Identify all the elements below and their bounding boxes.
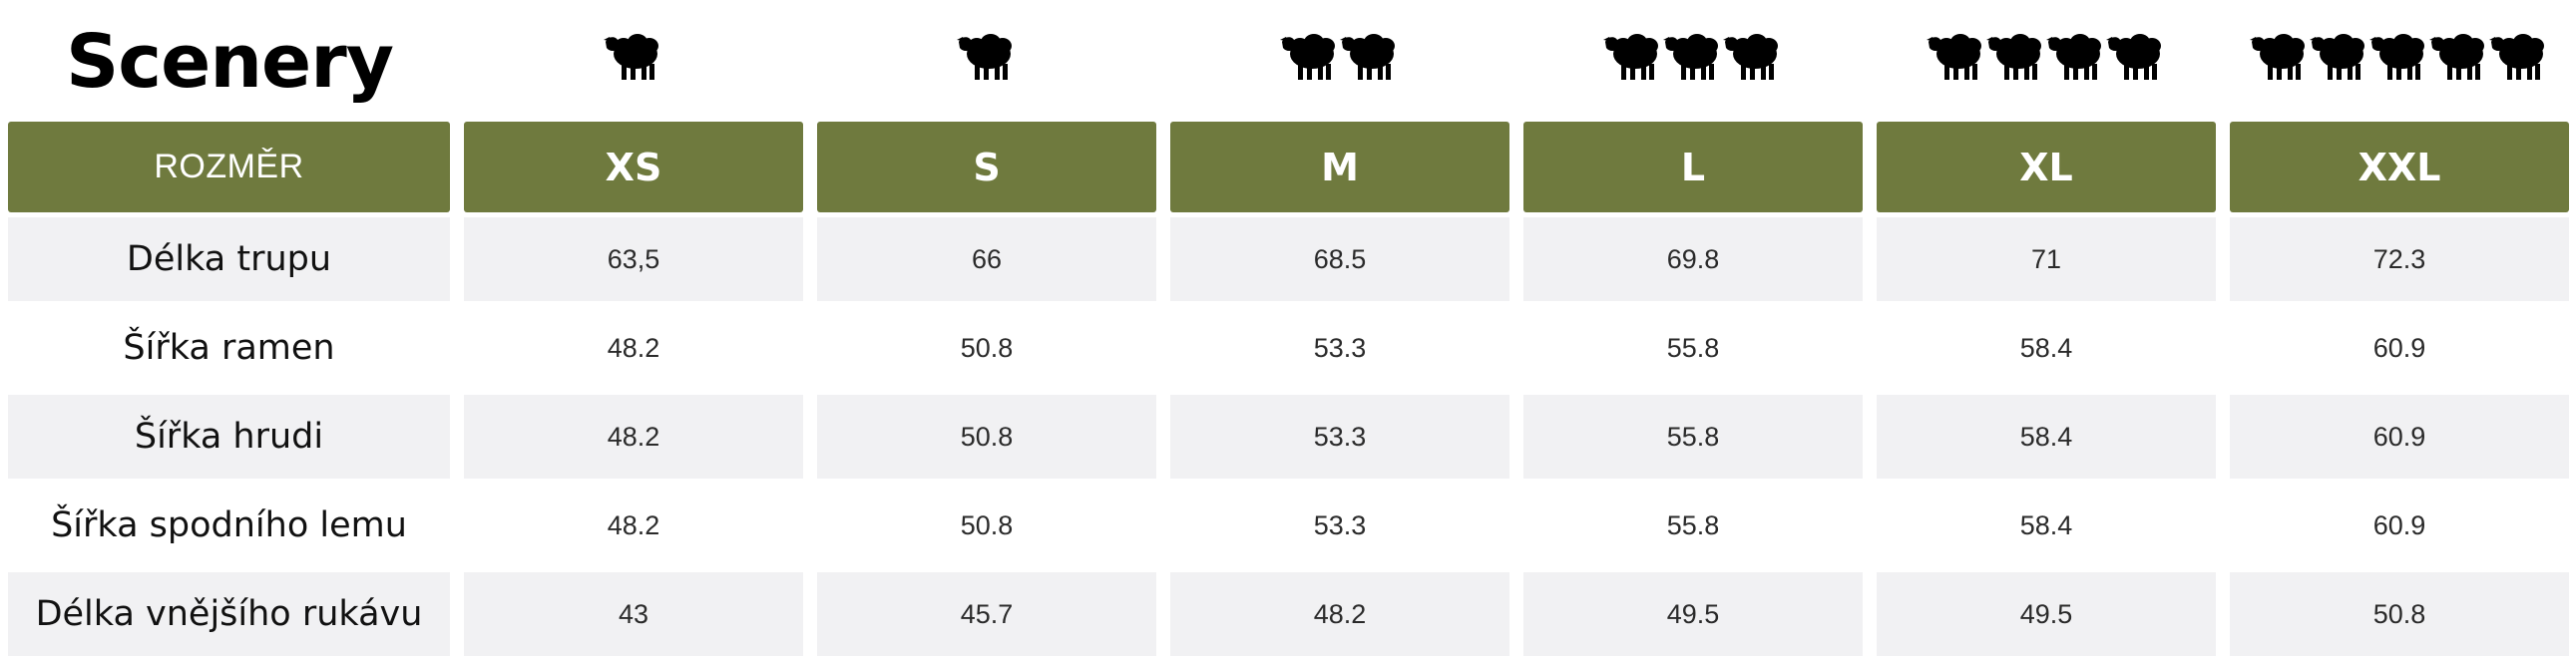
brand-logo: Scenery — [66, 19, 394, 105]
sheep-icon — [2489, 34, 2544, 80]
sheep-icon — [604, 34, 658, 80]
table-cell: 49.5 — [1877, 572, 2216, 656]
table-cell: 48.2 — [607, 509, 660, 540]
table-cell: 58.4 — [2019, 332, 2073, 363]
sheep-icon-group — [464, 20, 803, 92]
table-cell: 43 — [464, 572, 803, 656]
sheep-icon — [1340, 34, 1395, 80]
header-label: ROZMĚR — [8, 122, 450, 212]
table-cell: 50.8 — [2230, 572, 2569, 656]
table-cell: 66 — [817, 217, 1156, 301]
table-cell: 63,5 — [464, 217, 803, 301]
sheep-icon-group — [1523, 20, 1863, 92]
table-cell: 48.2 — [1170, 572, 1509, 656]
header-size-xs: XS — [464, 122, 803, 212]
header-size-s: S — [817, 122, 1156, 212]
table-cell: 50.8 — [960, 509, 1014, 540]
sheep-icon-group — [817, 20, 1156, 92]
header-size-l: L — [1523, 122, 1863, 212]
table-cell: 55.8 — [1523, 395, 1863, 479]
sheep-icon-group — [1877, 20, 2216, 92]
sheep-icon — [2046, 34, 2101, 80]
sheep-icon — [2106, 34, 2161, 80]
sheep-icon — [1663, 34, 1718, 80]
table-cell: 71 — [1877, 217, 2216, 301]
sheep-icon — [1723, 34, 1778, 80]
table-cell: 60.9 — [2230, 395, 2569, 479]
row-label: Šířka ramen — [123, 328, 335, 368]
row-label: Šířka hrudi — [8, 395, 450, 479]
table-cell: 50.8 — [960, 332, 1014, 363]
table-cell: 55.8 — [1666, 332, 1720, 363]
row-label: Šířka spodního lemu — [51, 505, 407, 545]
table-cell: 60.9 — [2372, 332, 2426, 363]
table-cell: 53.3 — [1313, 332, 1367, 363]
table-cell: 55.8 — [1666, 509, 1720, 540]
table-cell: 49.5 — [1523, 572, 1863, 656]
table-cell: 45.7 — [817, 572, 1156, 656]
table-cell: 53.3 — [1313, 509, 1367, 540]
table-cell: 48.2 — [607, 332, 660, 363]
table-cell: 72.3 — [2230, 217, 2569, 301]
sheep-icon-group — [1170, 20, 1509, 92]
size-chart-table: ROZMĚR XS S M L XL XXL Délka trupu 63,5 66… — [8, 122, 2569, 656]
sheep-icon-group — [2230, 20, 2569, 92]
header-size-xxl: XXL — [2230, 122, 2569, 212]
table-cell: 68.5 — [1170, 217, 1509, 301]
table-cell: 58.4 — [2019, 509, 2073, 540]
sheep-icon — [1603, 34, 1658, 80]
header-size-m: M — [1170, 122, 1509, 212]
sheep-icon — [2310, 34, 2364, 80]
sheep-icon — [1986, 34, 2041, 80]
sheep-icon — [2369, 34, 2424, 80]
table-cell: 50.8 — [817, 395, 1156, 479]
sheep-icon — [2250, 34, 2305, 80]
row-label: Délka vnějšího rukávu — [8, 572, 450, 656]
table-cell: 53.3 — [1170, 395, 1509, 479]
sheep-icon — [1280, 34, 1335, 80]
sheep-icon — [2429, 34, 2484, 80]
table-cell: 69.8 — [1523, 217, 1863, 301]
table-cell: 48.2 — [464, 395, 803, 479]
header-size-xl: XL — [1877, 122, 2216, 212]
table-cell: 58.4 — [1877, 395, 2216, 479]
table-cell: 60.9 — [2372, 509, 2426, 540]
sheep-icon — [957, 34, 1012, 80]
row-label: Délka trupu — [8, 217, 450, 301]
sheep-icon — [1927, 34, 1981, 80]
